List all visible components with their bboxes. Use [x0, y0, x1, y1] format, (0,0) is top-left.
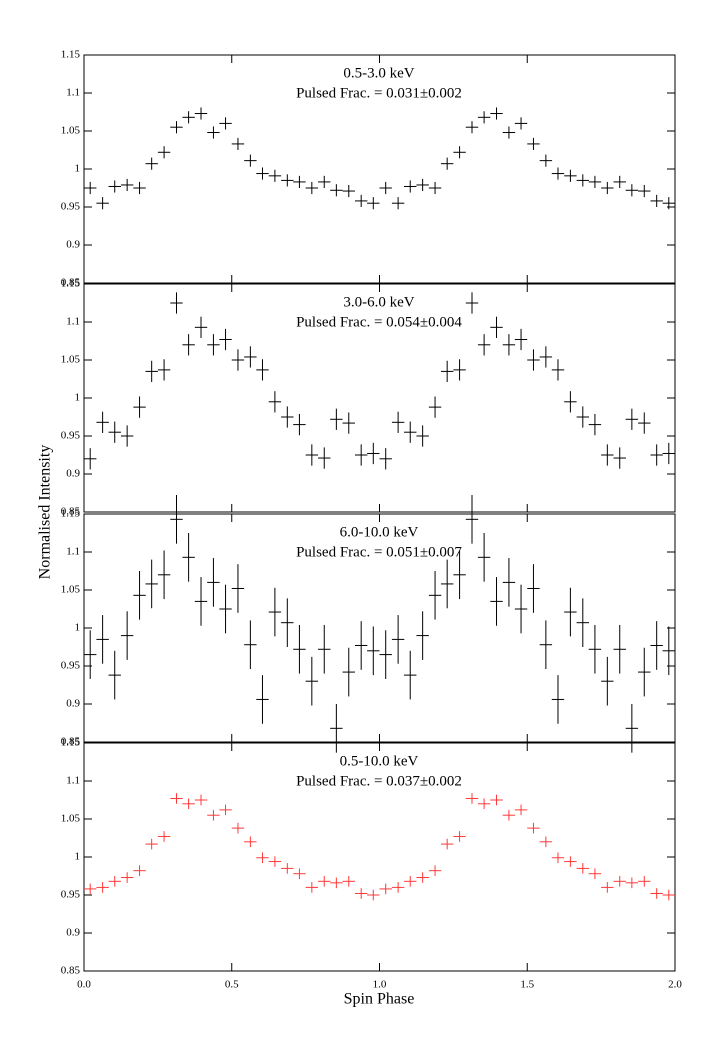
y-tick-label: 1.15 — [61, 737, 81, 749]
y-tick-label: 1.15 — [61, 508, 81, 520]
y-tick-label: 1.1 — [66, 87, 80, 99]
panel-title: 6.0-10.0 keV — [340, 524, 419, 540]
y-tick-label: 1.15 — [61, 278, 81, 290]
y-tick-label: 0.95 — [61, 430, 81, 442]
x-tick-label: 0.0 — [77, 979, 91, 991]
panel-subtitle: Pulsed Frac. = 0.051±0.007 — [296, 544, 462, 560]
panel-title: 0.5-3.0 keV — [343, 65, 414, 81]
y-tick-label: 0.85 — [61, 965, 81, 977]
y-tick-label: 0.95 — [61, 660, 81, 672]
y-tick-label: 0.9 — [66, 468, 80, 480]
panel-title: 0.5-10.0 keV — [340, 753, 419, 769]
y-tick-label: 0.95 — [61, 889, 81, 901]
y-tick-label: 0.9 — [66, 239, 80, 251]
y-tick-label: 0.9 — [66, 927, 80, 939]
y-tick-label: 0.9 — [66, 698, 80, 710]
y-tick-label: 1.05 — [61, 354, 81, 366]
x-tick-label: 1.0 — [373, 979, 387, 991]
panel-subtitle: Pulsed Frac. = 0.031±0.002 — [296, 85, 462, 101]
x-axis-label: Spin Phase — [344, 991, 415, 1008]
y-tick-label: 1.05 — [61, 813, 81, 825]
y-tick-label: 0.85 — [61, 736, 81, 748]
y-tick-label: 1.1 — [66, 546, 80, 558]
x-tick-label: 0.5 — [225, 979, 239, 991]
x-tick-label: 2.0 — [668, 979, 682, 991]
y-tick-label: 1 — [75, 392, 81, 404]
y-axis-label: Normalised Intensity — [37, 445, 54, 580]
y-tick-label: 0.85 — [61, 277, 81, 289]
y-tick-label: 1.15 — [61, 49, 81, 61]
panel-subtitle: Pulsed Frac. = 0.054±0.004 — [296, 314, 462, 330]
x-tick-label: 1.5 — [520, 979, 534, 991]
y-tick-label: 0.95 — [61, 201, 81, 213]
y-tick-label: 1 — [75, 622, 81, 634]
panel-title: 3.0-6.0 keV — [343, 294, 414, 310]
panel-subtitle: Pulsed Frac. = 0.037±0.002 — [296, 773, 462, 789]
y-tick-label: 1.05 — [61, 584, 81, 596]
y-tick-label: 1 — [75, 851, 81, 863]
y-tick-label: 1.1 — [66, 316, 80, 328]
y-tick-label: 1 — [75, 163, 81, 175]
y-tick-label: 1.05 — [61, 125, 81, 137]
y-tick-label: 1.1 — [66, 775, 80, 787]
y-tick-label: 0.85 — [61, 506, 81, 518]
